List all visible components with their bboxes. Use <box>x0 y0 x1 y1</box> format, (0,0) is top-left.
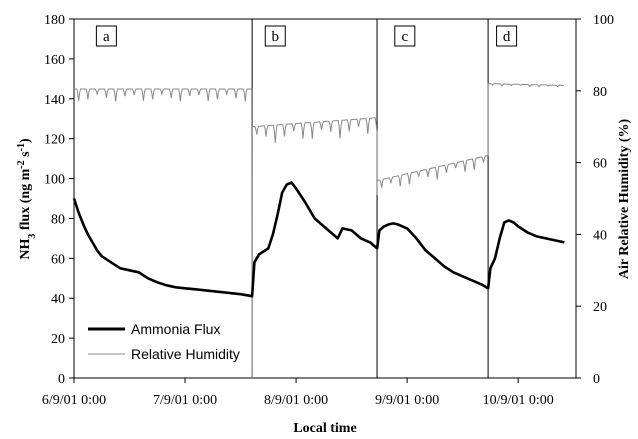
panel-label-b: b <box>272 29 280 45</box>
right-tick-label: 80 <box>593 85 607 100</box>
left-tick-label: 40 <box>51 292 65 307</box>
left-tick-label: 80 <box>51 212 65 227</box>
left-tick-label: 100 <box>44 173 65 188</box>
panel-label-box <box>95 25 117 47</box>
relative-humidity-series <box>74 83 564 379</box>
right-axis-title: Air Relative Humidity (%) <box>617 119 632 280</box>
left-tick-label: 180 <box>44 13 65 28</box>
right-tick-label: 100 <box>593 13 614 28</box>
x-tick-label: 8/9/01 0:00 <box>264 393 328 408</box>
relative-humidity-line <box>74 83 564 379</box>
x-tick-label: 6/9/01 0:00 <box>42 393 106 408</box>
right-tick-label: 0 <box>593 372 600 387</box>
legend-label-ammonia-flux: Ammonia Flux <box>131 321 220 337</box>
left-tick-label: 140 <box>44 93 65 108</box>
left-tick-label: 160 <box>44 53 65 68</box>
x-axis-title: Local time <box>293 421 356 436</box>
left-axis-ticks: 0 20 40 60 80 100 120 140 160 180 <box>44 13 74 387</box>
panel-dividers <box>251 19 489 378</box>
right-tick-label: 40 <box>593 228 607 243</box>
ammonia-flux-series <box>72 181 565 298</box>
legend-label-relative-humidity: Relative Humidity <box>131 346 240 362</box>
right-tick-label: 60 <box>593 157 607 172</box>
left-tick-label: 120 <box>44 133 65 148</box>
panel-label-a: a <box>103 29 110 45</box>
x-tick-label: 9/9/01 0:00 <box>375 393 439 408</box>
right-axis-ticks: 0 20 40 60 80 100 <box>576 13 614 387</box>
panel-label-box <box>264 25 286 47</box>
right-tick-label: 20 <box>593 300 607 315</box>
panel-label-c: c <box>401 29 408 45</box>
x-tick-label: 10/9/01 0:00 <box>483 393 554 408</box>
panel-label-box <box>394 25 416 47</box>
x-tick-label: 7/9/01 0:00 <box>153 393 217 408</box>
left-tick-label: 60 <box>51 252 65 267</box>
left-tick-label: 0 <box>58 372 65 387</box>
left-axis-title: NH3 flux (ng m-2 s-1) <box>16 138 38 260</box>
left-tick-label: 20 <box>51 332 65 347</box>
legend: Ammonia Flux Relative Humidity <box>88 321 240 362</box>
ammonia-flux-line <box>72 181 565 298</box>
panel-label-d: d <box>503 29 511 45</box>
panel-labels: a b c d <box>95 25 518 47</box>
x-axis-ticks: 6/9/01 0:00 7/9/01 0:00 8/9/01 0:00 9/9/01 … <box>42 378 554 408</box>
panel-label-box <box>496 25 518 47</box>
